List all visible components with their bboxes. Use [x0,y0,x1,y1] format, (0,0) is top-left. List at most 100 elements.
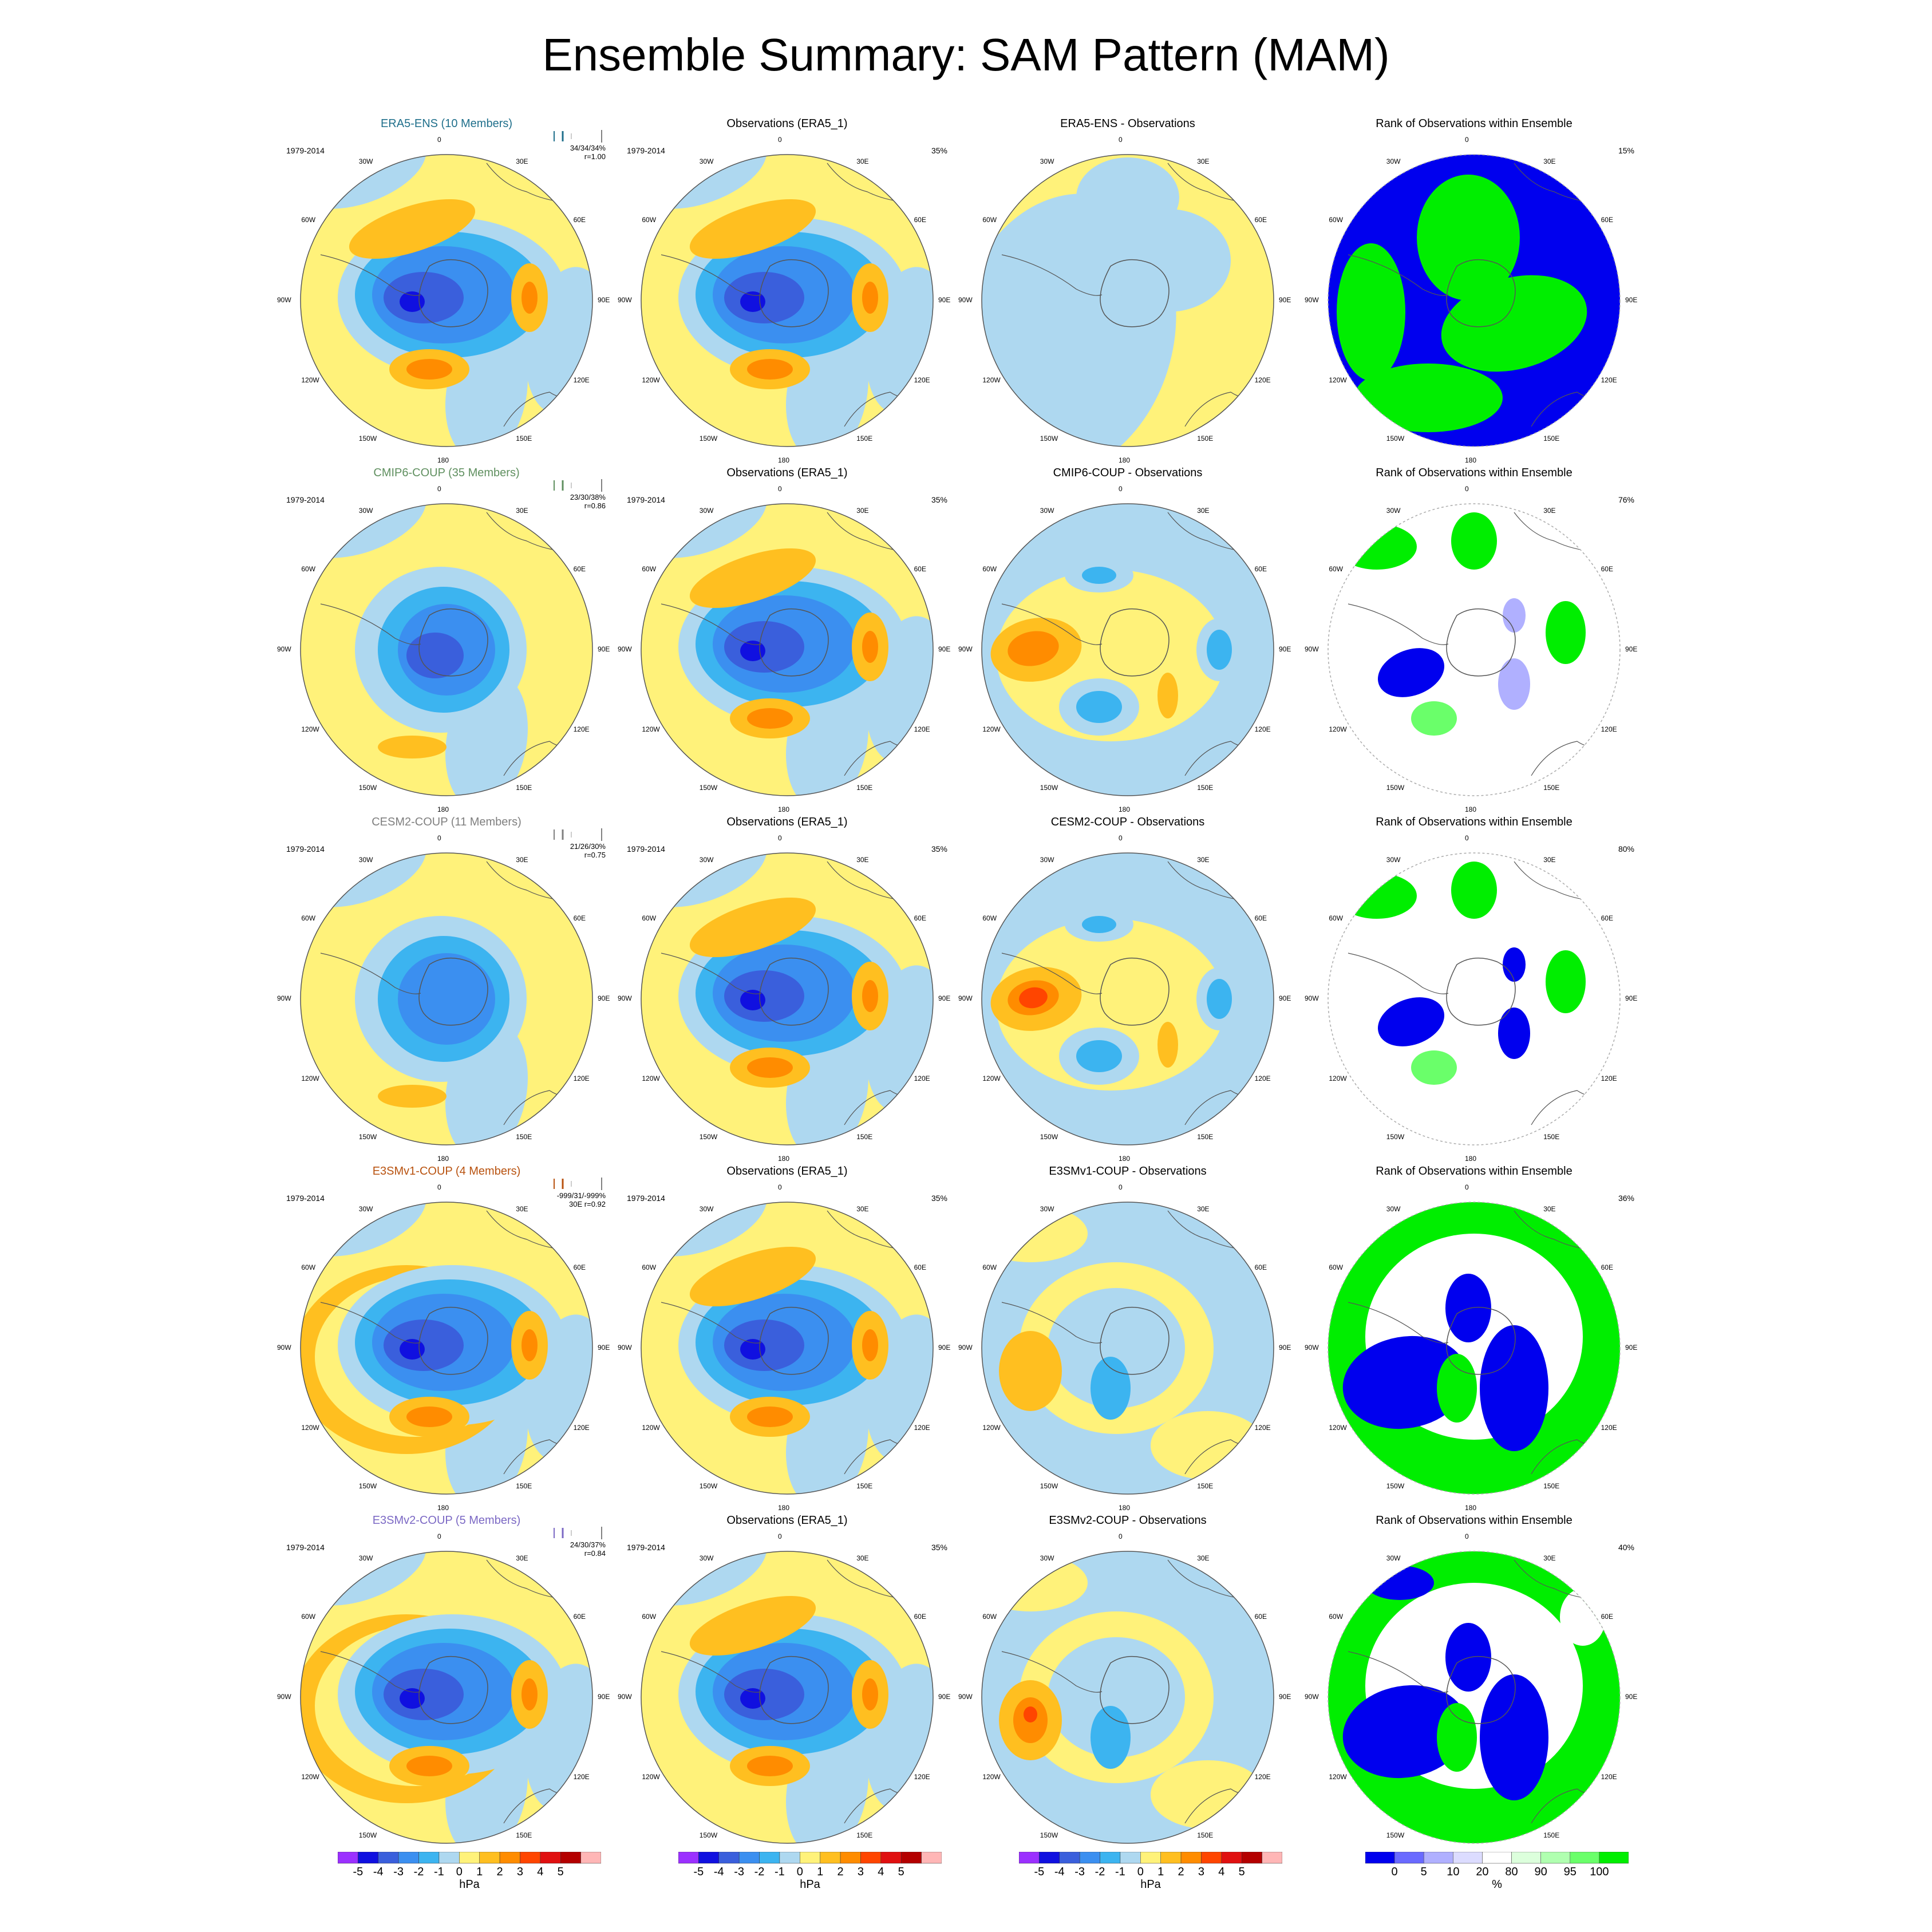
longitude-label: 90W [618,645,632,653]
longitude-label: 30W [699,506,714,515]
diff-region [1151,1411,1265,1480]
colorbar-swatch [560,1852,581,1864]
longitude-label: 180 [1465,805,1477,813]
rank-region [1377,648,1445,697]
panel-title: Rank of Observations within Ensemble [1376,1514,1573,1527]
longitude-label: 120W [1329,1074,1347,1082]
longitude-label: 120E [573,1773,590,1781]
colorbar-swatch [459,1852,480,1864]
coastline [320,1651,421,1693]
rank-region [1498,1008,1530,1059]
longitude-label: 90E [1279,645,1291,653]
map-container [979,1548,1277,1846]
antarctica-outline [759,608,829,677]
rank-region [1445,1274,1491,1342]
longitude-label: 60E [1254,216,1267,224]
colorbar-tick: 3 [857,1866,864,1878]
colorbar-swatch [1201,1852,1222,1864]
diff-high [1019,987,1048,1009]
longitude-label: 150E [1197,784,1214,792]
longitude-label: 120E [914,725,930,733]
panel-title: E3SMv1-COUP (4 Members) [372,1165,521,1178]
longitude-label: 150W [1386,434,1405,443]
colorbar-swatch [800,1852,820,1864]
longitude-label: 30E [856,157,869,165]
longitude-label: 120W [982,1074,1001,1082]
correlation-stat: r=0.86 [584,501,606,510]
colorbar-swatch [900,1852,922,1864]
longitude-label: 150E [516,434,532,443]
colorbar-swatch [1079,1852,1100,1864]
longitude-label: 0 [1119,834,1123,842]
longitude-label: 60E [573,216,586,224]
longitude-label: 90E [1625,994,1638,1002]
colorbar-tick: -1 [434,1866,444,1878]
rank-panel: Rank of Observations within Ensemble 36% 0… [1302,1165,1646,1512]
longitude-label: 30E [1197,157,1210,165]
antarctica-outline [759,259,829,327]
longitude-label: 150W [1386,1133,1405,1141]
map-border [641,1202,934,1495]
high-contour [406,1756,452,1776]
colorbar-tick: 0 [1137,1866,1144,1878]
rank-region [1546,601,1586,664]
low-center [740,1339,765,1360]
longitude-label: 30E [1543,855,1556,864]
rank-panel: Rank of Observations within Ensemble 76% 0… [1302,467,1646,813]
diff-low [1076,1040,1122,1072]
longitude-label: 90E [938,296,951,304]
colorbar-swatch [1221,1852,1242,1864]
longitude-label: 60E [1254,1613,1267,1621]
diff-high [1008,631,1059,666]
map-container [638,850,936,1148]
low-contour [398,953,495,1045]
high-contour [862,1678,878,1710]
longitude-label: 60W [982,1613,997,1621]
map-container [638,152,936,449]
longitude-label: 30W [358,1554,373,1562]
longitude-label: 150W [699,1482,718,1491]
longitude-label: 60W [1329,914,1344,922]
difference-panel: CMIP6-COUP - Observations 0 30E 60E 90E 120E 1… [956,467,1299,813]
longitude-label: 0 [437,1183,441,1191]
correlation-stat: r=0.84 [584,1549,606,1558]
longitude-label: 30E [516,157,528,165]
longitude-label: 0 [1465,136,1469,144]
colorbar-tick: 5 [898,1866,904,1878]
polar-map [981,154,1274,447]
rank-pct-label: 80% [1618,844,1634,854]
longitude-label: 150E [1543,1482,1560,1491]
longitude-label: 90E [938,1344,951,1352]
longitude-label: 90W [1305,1344,1319,1352]
longitude-label: 120W [301,1074,319,1082]
colorbar-tick: -3 [393,1866,404,1878]
high-contour [689,199,816,259]
longitude-label: 0 [1465,834,1469,842]
longitude-label: 30W [699,1554,714,1562]
map-border [641,1551,934,1844]
rank-region [1437,1703,1477,1772]
longitude-label: 90W [618,1693,632,1701]
colorbar-swatch [1160,1852,1182,1864]
colorbar-swatch [860,1852,882,1864]
longitude-label: 0 [1119,1183,1123,1191]
longitude-label: 150E [516,784,532,792]
variance-pct-label: 35% [931,495,947,504]
map-container [298,152,595,449]
high-contour [747,1406,793,1427]
longitude-label: 30E [516,1554,528,1562]
coastline [1001,1302,1103,1344]
panel-title: CESM2-COUP - Observations [1050,816,1205,828]
longitude-label: 120E [1254,725,1271,733]
colorbar-swatch [1180,1852,1202,1864]
map-border [300,503,593,796]
stats-label: 24/30/37% r=0.84 [570,1540,606,1558]
panel-title: CESM2-COUP (11 Members) [372,816,521,828]
longitude-label: 0 [778,834,782,842]
longitude-label: 120W [642,1074,660,1082]
model-pattern-panel: CMIP6-COUP (35 Members) 1979-2014 23/30/38… [275,467,618,813]
colorbar-swatch [1540,1852,1571,1864]
colorbar-tick: -3 [734,1866,745,1878]
polar-map [981,1551,1274,1844]
longitude-label: 90W [958,296,973,304]
